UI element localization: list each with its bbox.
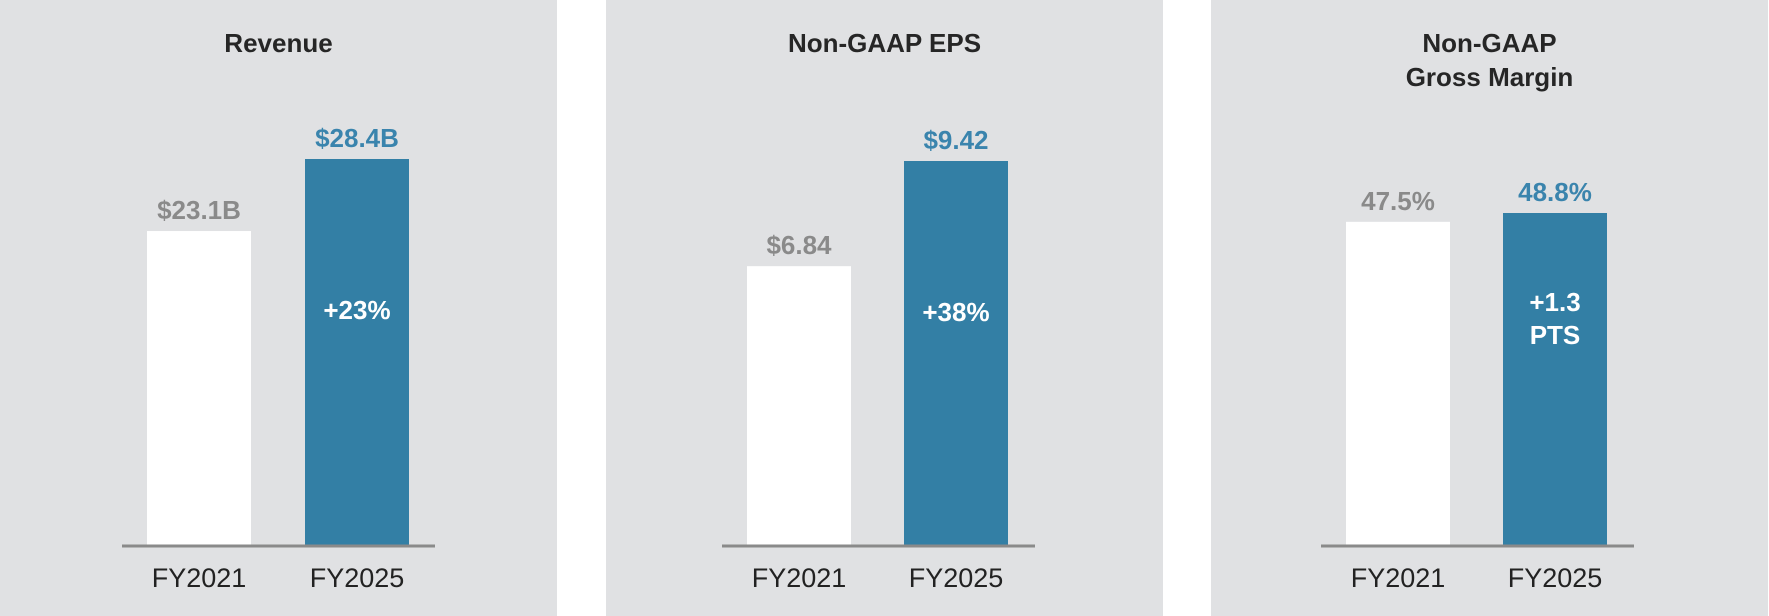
value-label: $9.42 bbox=[923, 125, 988, 155]
bar-fy2021 bbox=[1346, 221, 1450, 545]
value-label: $28.4B bbox=[315, 123, 399, 153]
bar-fy2021 bbox=[147, 231, 251, 545]
value-label: 47.5% bbox=[1361, 186, 1435, 216]
category-label: FY2021 bbox=[752, 563, 847, 593]
growth-label: +1.3 PTS bbox=[1529, 287, 1580, 350]
gross-margin-chart: 47.5% FY2021 48.8% FY2025 +1.3 PTS bbox=[1321, 177, 1634, 593]
value-label: $6.84 bbox=[766, 230, 832, 260]
growth-label: +38% bbox=[922, 297, 989, 327]
chart-title: Non-GAAP Gross Margin bbox=[1405, 28, 1574, 92]
category-label: FY2025 bbox=[1508, 563, 1603, 593]
category-label: FY2025 bbox=[310, 563, 405, 593]
growth-label: +23% bbox=[323, 295, 390, 325]
chart-title: Revenue bbox=[224, 28, 333, 58]
bar-fy2021 bbox=[747, 266, 851, 545]
value-label: 48.8% bbox=[1518, 177, 1592, 207]
revenue-panel: Revenue $23.1B FY2021 $28.4B FY2025 +23% bbox=[0, 0, 557, 616]
bar-fy2025 bbox=[904, 161, 1008, 545]
category-label: FY2021 bbox=[152, 563, 247, 593]
eps-panel: Non-GAAP EPS $6.84 FY2021 $9.42 FY2025 +38% bbox=[606, 0, 1163, 616]
bar-fy2025 bbox=[1503, 213, 1607, 545]
bar-fy2025 bbox=[305, 159, 409, 545]
value-label: $23.1B bbox=[157, 195, 241, 225]
category-label: FY2021 bbox=[1351, 563, 1446, 593]
category-label: FY2025 bbox=[909, 563, 1004, 593]
eps-chart: $6.84 FY2021 $9.42 FY2025 +38% bbox=[722, 125, 1035, 593]
revenue-chart: $23.1B FY2021 $28.4B FY2025 +23% bbox=[122, 123, 435, 593]
chart-title: Non-GAAP EPS bbox=[787, 28, 982, 58]
gross-margin-panel: Non-GAAP Gross Margin 47.5% FY2021 48.8% FY… bbox=[1211, 0, 1768, 616]
